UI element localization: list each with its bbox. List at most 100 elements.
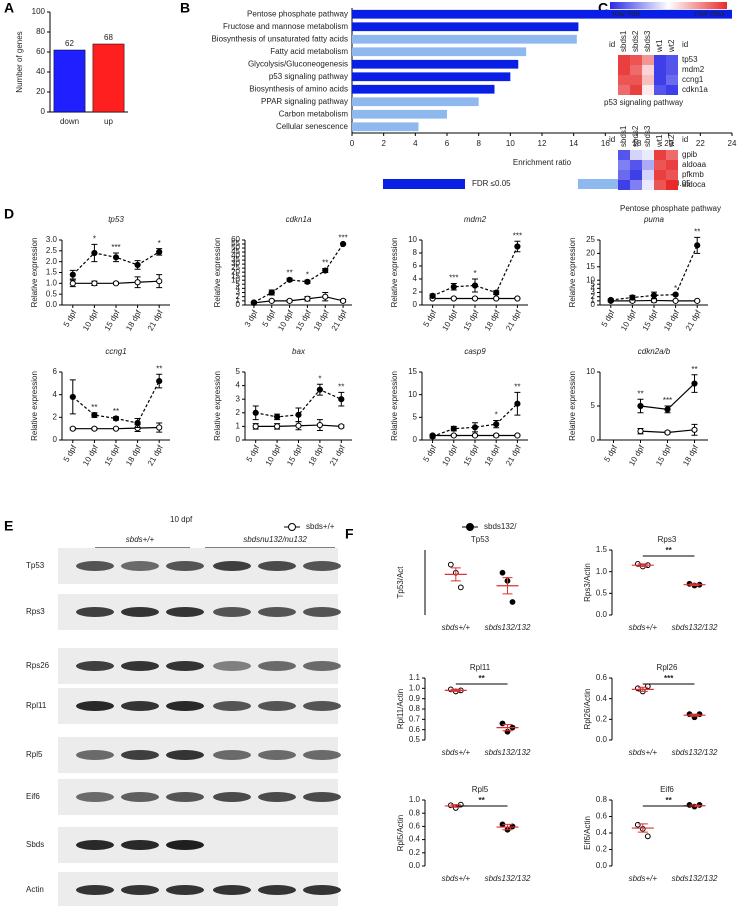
y-tick-label: 20 <box>586 249 595 258</box>
significance: *** <box>111 243 120 252</box>
y-tick-label: 0.9 <box>409 694 421 703</box>
y-tick-label: 2 <box>236 292 241 301</box>
blot-band <box>121 840 159 850</box>
blot-row-label: Eif6 <box>26 792 40 801</box>
y-axis-label: Rpl5/Actin <box>396 815 405 851</box>
x-tick-label: 18 dpf <box>307 443 326 467</box>
y-tick-label: 15 <box>408 367 417 376</box>
y-tick-label: 1 <box>591 296 596 305</box>
heat-cell <box>630 180 642 190</box>
significance: * <box>93 234 96 243</box>
y-tick-label: 25 <box>231 263 240 272</box>
significance: * <box>306 270 309 279</box>
legend-marker <box>466 523 474 531</box>
y-tick-label: 5 <box>591 279 596 288</box>
chart-title: Tp53 <box>471 535 490 544</box>
data-point <box>338 423 345 430</box>
x-tick-label: sbds+/+ <box>442 748 471 757</box>
y-axis-label: Tp53/Act <box>396 566 405 599</box>
data-point <box>156 424 163 431</box>
blot-band <box>76 701 114 711</box>
blot-row-label: Rpl11 <box>26 701 47 710</box>
y-tick-label: 80 <box>36 27 45 36</box>
blot-band <box>166 661 204 671</box>
data-point <box>493 289 500 296</box>
x-tick-label: 6 <box>445 139 450 148</box>
chart-title: casp9 <box>464 347 486 356</box>
chart-title: Eif6 <box>660 785 674 794</box>
heat-cell <box>642 180 654 190</box>
data-point <box>338 396 345 403</box>
data-point <box>471 432 479 439</box>
y-tick-label: 3 <box>236 394 241 403</box>
bar <box>352 47 527 57</box>
y-axis-label: Rpl26/Actin <box>583 689 592 730</box>
y-tick-label: 20 <box>36 87 45 96</box>
bar <box>352 22 579 32</box>
x-tick-label: 18 dpf <box>681 443 700 467</box>
y-tick-label: 15 <box>586 262 595 271</box>
data-point <box>607 296 614 304</box>
heat-cell <box>666 65 678 75</box>
data-point <box>156 278 163 285</box>
row-header: id <box>609 40 615 49</box>
y-tick-label: 0.4 <box>596 694 608 703</box>
blot-band <box>166 792 204 802</box>
significance: * <box>495 411 498 420</box>
blot-band <box>213 661 251 671</box>
y-axis-label: Relative expression <box>390 238 399 308</box>
data-point <box>268 289 275 296</box>
error-bar <box>689 583 700 587</box>
y-axis-label: Rps3/Actin <box>583 563 592 602</box>
data-point <box>664 429 671 436</box>
heat-cell <box>630 55 642 65</box>
blot-band <box>303 661 341 671</box>
bar <box>352 84 495 94</box>
blot-band <box>76 792 114 802</box>
x-tick-label: 15 dpf <box>462 308 481 332</box>
x-tick-label: 18 dpf <box>483 308 502 332</box>
heat-cell <box>654 180 666 190</box>
significance: *** <box>664 674 674 683</box>
x-tick-label: 15 dpf <box>294 308 313 332</box>
y-tick-label: 4 <box>53 390 58 399</box>
panel-label: B <box>180 0 190 16</box>
heat-cell <box>618 160 630 170</box>
column-label: wt2 <box>667 39 676 53</box>
y-tick-label: 0.8 <box>409 704 421 713</box>
x-tick-label: 3 dpf <box>243 308 260 329</box>
blot-band <box>121 607 159 617</box>
x-tick-label: 15 dpf <box>462 443 481 467</box>
blot-band <box>213 607 251 617</box>
y-tick-label: 1.0 <box>46 278 58 287</box>
chart-title: tp53 <box>108 215 124 224</box>
data-point <box>304 295 311 302</box>
data-point <box>471 424 479 431</box>
data-point <box>509 599 516 605</box>
x-tick-label: 12 <box>538 139 547 148</box>
heat-cell <box>654 170 666 180</box>
x-tick-label: 15 dpf <box>654 443 673 467</box>
y-tick-label: 2.0 <box>46 257 58 266</box>
value-label: 68 <box>104 33 113 42</box>
panel-label: A <box>4 0 14 16</box>
blot-group: sbdsnu132/nu132 <box>243 535 307 544</box>
y-tick-label: 0.0 <box>596 735 608 744</box>
bar <box>92 43 125 113</box>
column-label: wt1 <box>655 134 664 148</box>
error-bar <box>502 724 513 732</box>
scale-label: row max <box>695 9 725 18</box>
row-label: pfkmb <box>682 170 704 179</box>
column-label: sbds2 <box>631 125 640 147</box>
y-tick-label: 0.2 <box>596 845 608 854</box>
y-tick-label: 0.8 <box>409 808 421 817</box>
y-tick-label: 0 <box>53 435 58 444</box>
bar <box>352 97 479 107</box>
blot-band <box>76 840 114 850</box>
blot-band <box>76 607 114 617</box>
blot-row-label: Rpl5 <box>26 750 43 759</box>
column-label: sbds3 <box>643 125 652 147</box>
x-tick-label: 10 dpf <box>440 308 459 332</box>
heat-cell <box>618 55 630 65</box>
data-point <box>91 425 98 432</box>
